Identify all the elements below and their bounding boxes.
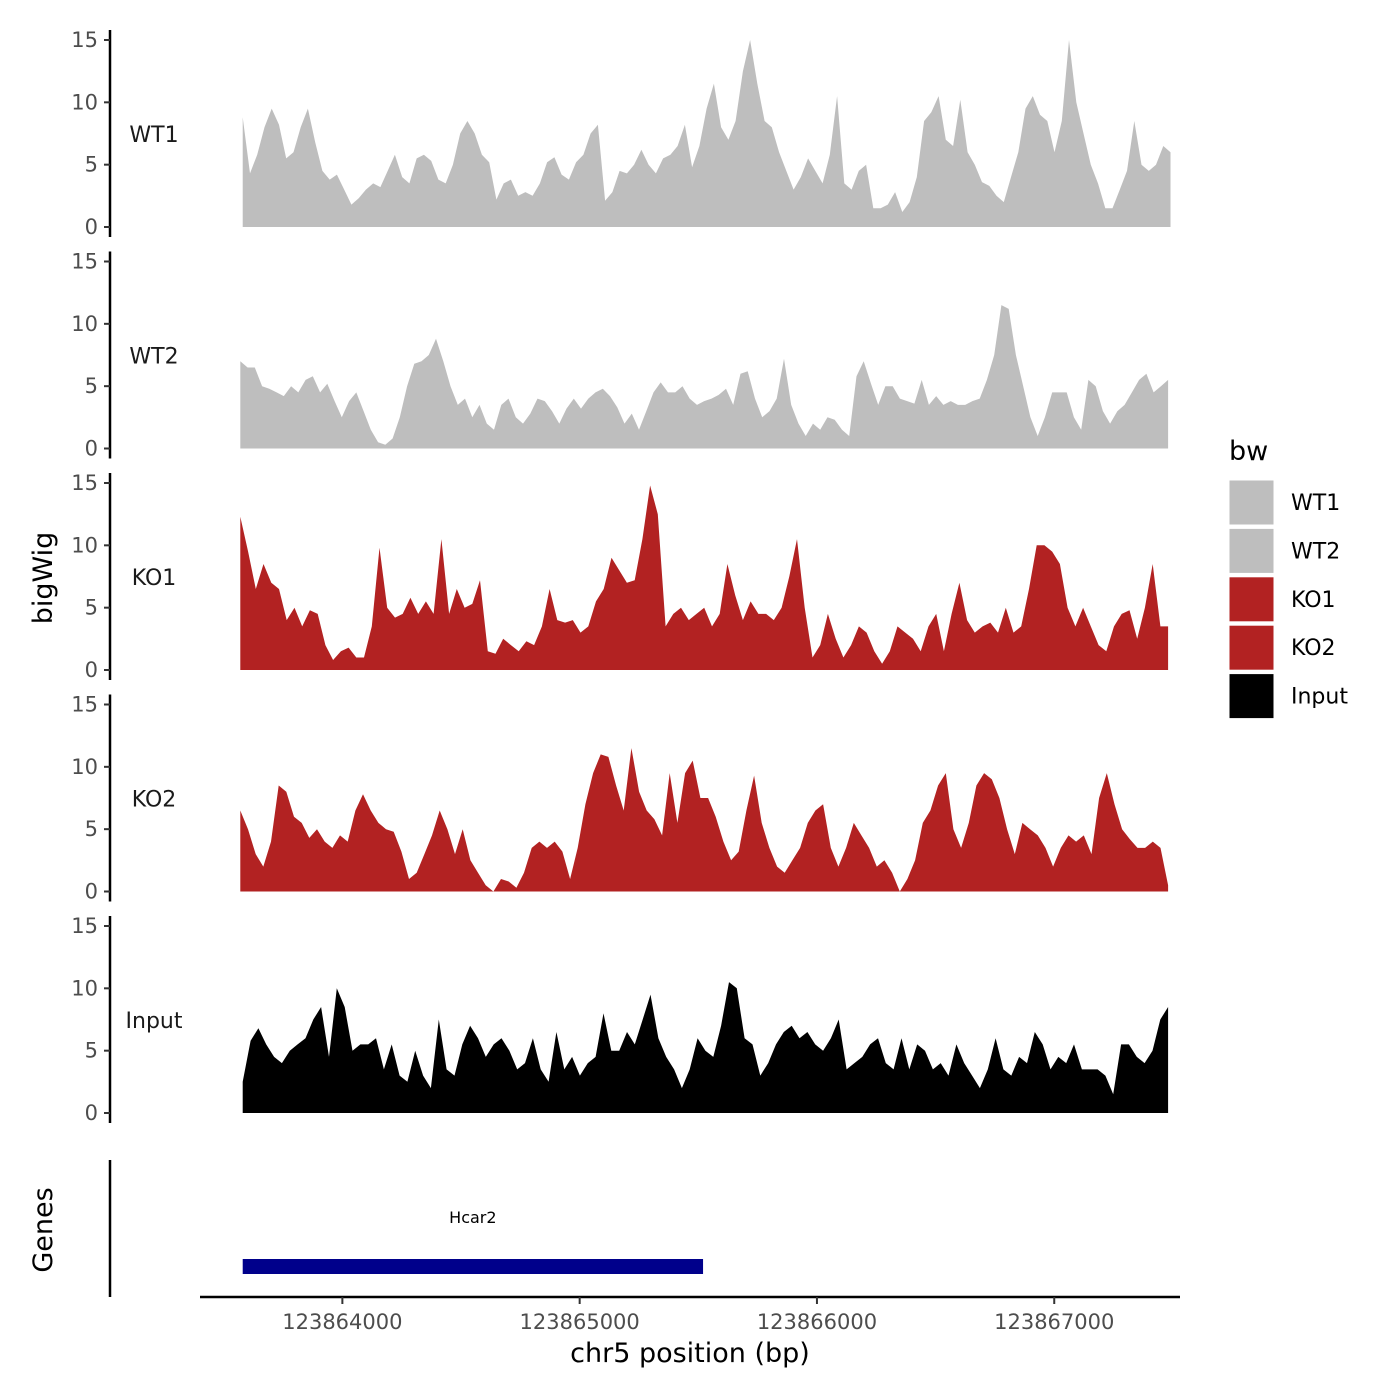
x-axis: 123864000 123865000 123866000 123867000: [200, 1295, 1180, 1334]
y-tick-label: 10: [71, 533, 98, 557]
coverage-area-input: [242, 982, 1169, 1113]
y-tick-label: 10: [71, 755, 98, 779]
y-tick-label: 0: [85, 1101, 98, 1125]
track-wt2: 0 5 10 15 WT2: [71, 250, 1169, 461]
track-label: WT1: [129, 123, 178, 148]
y-tick-label: 15: [71, 471, 98, 495]
coverage-area-wt1: [242, 40, 1171, 227]
x-tick-label: 123864000: [282, 1310, 402, 1334]
legend-key-wt2: [1228, 527, 1275, 574]
coverage-tracks: 0 5 10 15 WT1 0 5 10 15 WT2 0 5 10 15 KO1 0 5 10 15 KO2 0 5 10…: [71, 28, 1171, 1125]
y-tick-label: 5: [85, 1039, 98, 1063]
gene-label: Hcar2: [449, 1208, 496, 1227]
y-tick-label: 10: [71, 976, 98, 1000]
y-tick-label: 15: [71, 693, 98, 717]
track-wt1: 0 5 10 15 WT1: [71, 28, 1171, 239]
x-tick-label: 123866000: [757, 1310, 877, 1334]
y-axis-title: bigWig: [28, 532, 59, 625]
legend-label: KO1: [1291, 588, 1336, 613]
y-tick-label: 10: [71, 90, 98, 114]
y-tick-label: 0: [85, 658, 98, 682]
y-tick-label: 0: [85, 215, 98, 239]
legend-label: Input: [1291, 685, 1348, 710]
y-tick-label: 5: [85, 817, 98, 841]
track-label: KO1: [132, 566, 177, 591]
y-tick-label: 5: [85, 153, 98, 177]
track-ko1: 0 5 10 15 KO1: [71, 471, 1169, 682]
legend-key-input: [1228, 673, 1275, 720]
x-tick-label: 123867000: [994, 1310, 1114, 1334]
genes-track: Hcar2: [108, 1160, 704, 1297]
x-axis-title: chr5 position (bp): [570, 1338, 810, 1369]
y-tick-label: 15: [71, 28, 98, 52]
y-tick-label: 15: [71, 250, 98, 274]
coverage-area-wt2: [240, 305, 1169, 449]
legend: WT1 WT2 KO1 KO2 Input: [1228, 479, 1348, 720]
legend-label: WT2: [1291, 539, 1340, 564]
legend-key-ko2: [1228, 624, 1275, 671]
y-tick-label: 5: [85, 374, 98, 398]
coverage-area-ko2: [240, 748, 1169, 892]
track-label: Input: [126, 1009, 183, 1034]
legend-key-wt1: [1228, 479, 1275, 526]
x-tick-label: 123865000: [520, 1310, 640, 1334]
track-ko2: 0 5 10 15 KO2: [71, 693, 1169, 904]
legend-title: bw: [1229, 436, 1268, 467]
y-tick-label: 15: [71, 914, 98, 938]
y-tick-label: 5: [85, 596, 98, 620]
legend-label: WT1: [1291, 491, 1340, 516]
legend-label: KO2: [1291, 636, 1336, 661]
track-label: KO2: [132, 788, 177, 813]
track-label: WT2: [129, 345, 178, 370]
y-tick-label: 0: [85, 880, 98, 904]
y-tick-label: 0: [85, 437, 98, 461]
track-input: 0 5 10 15 Input: [71, 914, 1169, 1125]
y-tick-label: 10: [71, 312, 98, 336]
gene-body: [242, 1259, 704, 1274]
legend-key-ko1: [1228, 576, 1275, 623]
coverage-area-ko1: [240, 485, 1169, 670]
genes-track-label: Genes: [28, 1187, 59, 1272]
